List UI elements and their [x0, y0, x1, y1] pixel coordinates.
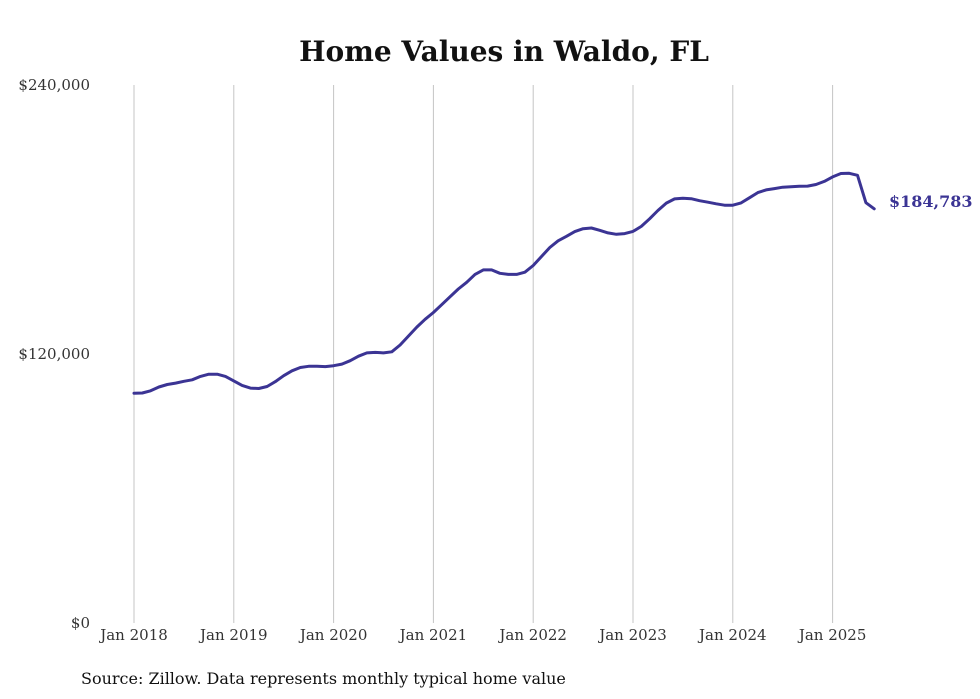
series-group	[132, 171, 876, 395]
x-tick-label: Jan 2023	[597, 626, 667, 644]
x-tick-label: Jan 2020	[298, 626, 368, 644]
y-tick-label: $0	[71, 614, 90, 632]
y-tick-label: $120,000	[18, 345, 90, 363]
gridlines	[133, 85, 834, 623]
x-axis-ticks: Jan 2018 Jan 2019 Jan 2020 Jan 2021 Jan 2022…	[98, 626, 866, 644]
chart-title: Home Values in Waldo, FL	[299, 35, 709, 68]
x-tick-label: Jan 2025	[797, 626, 867, 644]
y-tick-label: $240,000	[18, 76, 90, 94]
source-note: Source: Zillow. Data represents monthly …	[81, 669, 566, 688]
x-tick-label: Jan 2024	[697, 626, 767, 644]
x-tick-label: Jan 2018	[98, 626, 168, 644]
x-tick-label: Jan 2022	[497, 626, 567, 644]
x-tick-label: Jan 2019	[198, 626, 268, 644]
x-tick-label: Jan 2021	[398, 626, 468, 644]
end-value-label: $184,783	[889, 192, 973, 211]
y-axis-ticks: $0 $120,000 $240,000	[18, 76, 90, 632]
series-line	[132, 171, 876, 395]
